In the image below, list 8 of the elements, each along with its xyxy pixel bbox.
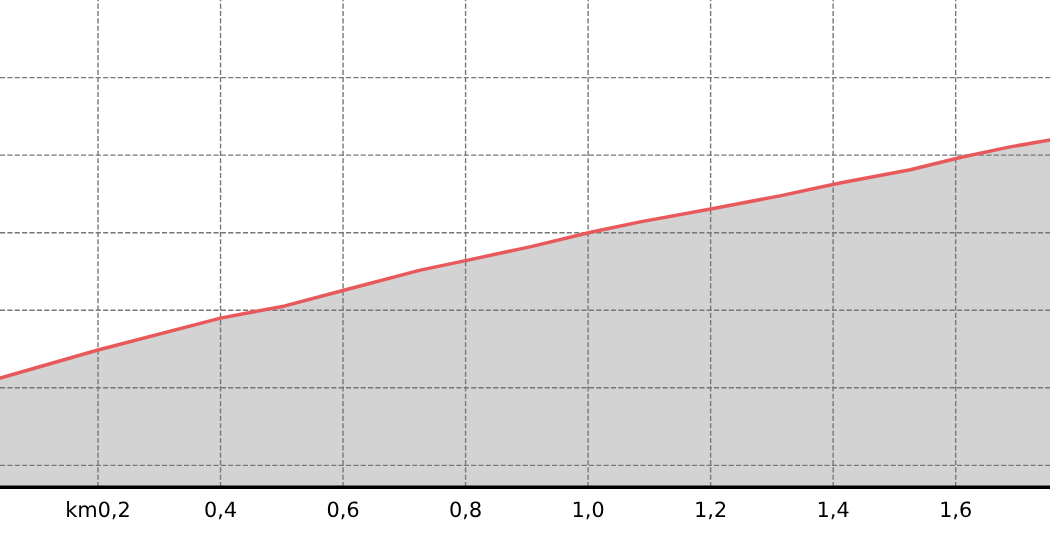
- x-tick-label: 1,4: [818, 501, 849, 520]
- x-tick-label: km0,2: [67, 501, 129, 520]
- x-tick-label: 1,0: [573, 501, 604, 520]
- x-tick-label: 0,4: [205, 501, 236, 520]
- x-tick-label: 0,8: [450, 501, 481, 520]
- x-tick-label: 1,2: [696, 501, 726, 520]
- x-tick-label: 1,6: [941, 501, 971, 520]
- x-tick-label: 0,6: [327, 501, 359, 520]
